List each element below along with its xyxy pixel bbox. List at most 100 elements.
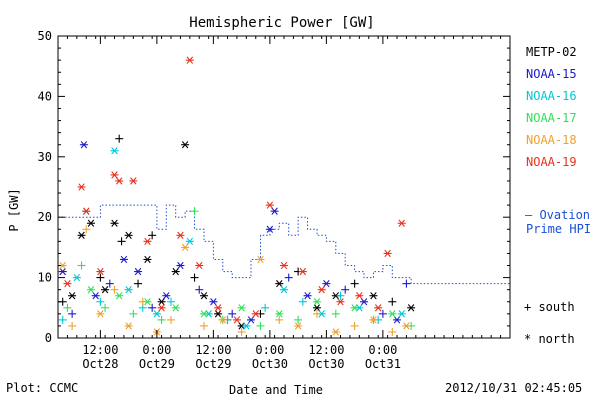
y-axis-label: P [GW] — [7, 188, 21, 231]
data-point — [214, 304, 223, 312]
data-point — [294, 322, 303, 330]
data-point — [388, 297, 397, 306]
data-point — [280, 286, 288, 294]
data-point — [393, 316, 401, 324]
data-point — [181, 243, 190, 252]
data-point — [247, 316, 256, 324]
data-point — [82, 225, 91, 234]
data-point — [275, 310, 284, 318]
data-point — [350, 279, 359, 288]
y-tick-label: 10 — [38, 271, 52, 285]
data-point — [96, 310, 105, 318]
data-point — [96, 297, 105, 306]
data-point — [360, 298, 369, 306]
data-point — [148, 231, 157, 240]
data-point — [86, 286, 95, 294]
data-point — [138, 297, 147, 306]
legend-entry: NOAA-19 — [526, 155, 577, 169]
x-tick-label: Oct31 — [365, 357, 401, 371]
data-point — [312, 304, 321, 312]
data-point — [270, 207, 279, 215]
data-point — [152, 310, 161, 318]
data-point — [407, 304, 416, 312]
data-point — [101, 303, 110, 312]
series-noaa-19 — [63, 56, 406, 324]
legend: METP-02 NOAA-15 NOAA-16 NOAA-17 NOAA-18 NOAA-… — [524, 45, 591, 346]
data-point — [124, 286, 133, 294]
x-tick-label: 12:00 — [308, 343, 344, 357]
data-point — [185, 56, 194, 64]
data-point — [331, 328, 340, 336]
data-point — [176, 261, 185, 270]
data-point — [265, 225, 274, 233]
data-point — [261, 303, 270, 312]
data-point — [369, 316, 378, 324]
data-point — [209, 298, 218, 306]
data-point — [134, 267, 143, 276]
data-point — [218, 316, 227, 324]
data-point — [199, 321, 208, 330]
series-noaa-18 — [58, 225, 411, 336]
data-point — [199, 292, 208, 300]
data-point — [101, 286, 110, 294]
data-point — [298, 297, 307, 306]
data-point — [134, 279, 143, 288]
data-point — [397, 219, 406, 227]
data-point — [58, 267, 67, 276]
data-point — [374, 304, 383, 312]
ovation-step-line — [58, 204, 510, 285]
legend-entry: METP-02 — [526, 45, 577, 59]
data-point — [79, 141, 88, 149]
data-point — [228, 309, 237, 318]
x-tick-label: Oct29 — [195, 357, 231, 371]
data-point — [171, 304, 180, 312]
data-point — [265, 201, 274, 209]
legend-symbol: + south — [524, 300, 575, 314]
data-point — [185, 237, 194, 246]
series-noaa-15 — [58, 141, 411, 324]
y-tick-label: 40 — [38, 89, 52, 103]
data-point — [143, 237, 152, 246]
data-point — [312, 309, 321, 318]
legend-entry: NOAA-17 — [526, 111, 577, 125]
data-point — [129, 177, 138, 185]
data-point — [157, 315, 166, 324]
axes: 0102030405012:00Oct280:00Oct2912:00Oct29… — [38, 29, 511, 371]
data-point — [77, 231, 86, 239]
data-point — [195, 261, 204, 270]
data-point — [157, 298, 166, 306]
data-point — [58, 315, 67, 324]
data-point — [68, 309, 77, 318]
data-point — [199, 310, 208, 318]
data-point — [82, 207, 91, 215]
data-point — [162, 292, 171, 300]
data-point — [63, 303, 72, 312]
x-tick-label: Oct30 — [308, 357, 344, 371]
data-point — [322, 279, 331, 288]
data-point — [110, 285, 119, 294]
data-point — [402, 322, 411, 330]
data-point — [181, 141, 190, 149]
data-point — [117, 237, 126, 246]
data-point — [190, 273, 199, 282]
ovation-line — [58, 204, 510, 285]
data-point — [280, 261, 288, 270]
data-point — [124, 322, 133, 330]
x-tick-label: Oct29 — [139, 357, 175, 371]
x-tick-label: Oct28 — [82, 357, 118, 371]
data-point — [369, 292, 378, 300]
data-point — [96, 267, 105, 276]
data-point — [237, 327, 246, 336]
data-point — [294, 315, 303, 324]
data-point — [275, 315, 284, 324]
data-point — [331, 309, 340, 318]
data-point — [195, 285, 204, 294]
x-tick-label: Oct30 — [252, 357, 288, 371]
data-point — [68, 321, 77, 330]
data-point — [96, 273, 105, 282]
data-point — [355, 292, 364, 300]
data-point — [119, 255, 128, 264]
data-point — [237, 304, 246, 312]
data-point — [171, 267, 180, 276]
